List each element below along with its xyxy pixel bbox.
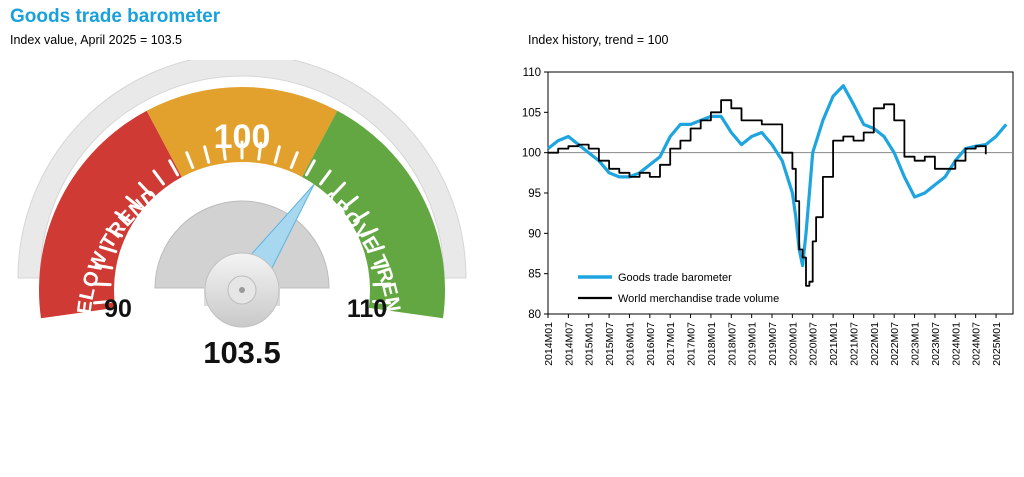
gauge-tick — [257, 141, 263, 161]
gauge-band-below — [39, 110, 182, 319]
x-tick-label: 2017M07 — [686, 322, 698, 366]
x-tick-label: 2023M01 — [910, 322, 922, 366]
x-tick-label: 2019M01 — [747, 322, 759, 366]
gauge: BELOW TREND ABOVE TREND 100 90 110 103.5 — [17, 60, 467, 370]
gauge-tick — [289, 151, 299, 170]
x-tick-label: 2022M01 — [869, 322, 881, 366]
x-tick-label: 2018M01 — [706, 322, 718, 366]
gauge-tick — [331, 181, 347, 197]
page-title: Goods trade barometer — [10, 6, 221, 27]
gauge-tick — [185, 151, 195, 170]
x-tick-label: 2021M01 — [828, 322, 840, 366]
x-tick-label: 2023M07 — [930, 322, 942, 366]
x-tick-label: 2016M07 — [645, 322, 657, 366]
gauge-rim — [17, 60, 467, 279]
gauge-tick — [168, 159, 180, 177]
gauge-tick — [152, 169, 165, 186]
gauge-max-label: 110 — [347, 295, 387, 323]
gauge-hub-pin — [239, 287, 245, 293]
gauge-tick — [94, 263, 114, 270]
y-tick-label: 90 — [528, 228, 541, 240]
gauge-tick — [105, 227, 124, 238]
gauge-tick — [372, 282, 392, 287]
x-tick-label: 2014M07 — [563, 322, 575, 366]
gauge-tick — [319, 169, 332, 186]
y-tick-label: 110 — [523, 67, 541, 79]
gauge-ticks — [92, 140, 392, 305]
x-tick-label: 2014M01 — [543, 322, 555, 366]
x-tick-label: 2025M01 — [991, 322, 1003, 366]
chart-title: Index history, trend = 100 — [528, 33, 669, 47]
series-line-trade-volume — [548, 99, 987, 287]
gauge-tick — [343, 195, 359, 209]
gauge-tick — [273, 145, 281, 164]
gauge-tick — [98, 245, 118, 254]
gauge-tick — [114, 211, 131, 223]
gauge-tick — [366, 245, 386, 254]
gauge-tick — [360, 227, 379, 238]
gauge-tick — [370, 263, 390, 270]
x-tick-label: 2018M07 — [726, 322, 738, 366]
gauge-band-trend — [146, 87, 338, 177]
gauge-tick — [92, 282, 112, 287]
x-tick-label: 2024M01 — [950, 322, 962, 366]
y-axis: 80 85 90 95 100 105 110 — [522, 67, 548, 321]
gauge-tick — [93, 300, 113, 305]
x-tick-label: 2015M01 — [584, 322, 596, 366]
x-axis: 2014M01 2014M07 2015M01 2015M07 2016M01 2016M… — [543, 314, 1003, 366]
gauge-tick — [203, 145, 211, 164]
legend-label-barometer: Goods trade barometer — [618, 272, 732, 284]
y-tick-label: 100 — [522, 148, 541, 160]
y-tick-label: 95 — [528, 188, 541, 200]
gauge-tick — [125, 195, 141, 209]
x-tick-label: 2021M07 — [848, 322, 860, 366]
gauge-tick — [353, 211, 370, 223]
x-tick-label: 2020M07 — [808, 322, 820, 366]
gauge-tick — [304, 159, 316, 177]
gauge-subtitle: Index value, April 2025 = 103.5 — [10, 33, 183, 47]
x-tick-label: 2017M01 — [665, 322, 677, 366]
x-tick-label: 2019M07 — [767, 322, 779, 366]
gauge-tick — [371, 300, 391, 305]
gauge-min-label: 90 — [104, 295, 132, 323]
x-tick-label: 2020M01 — [787, 322, 799, 366]
x-tick-label: 2016M01 — [624, 322, 636, 366]
x-tick-label: 2015M07 — [604, 322, 616, 366]
x-tick-label: 2022M07 — [889, 322, 901, 366]
center-trend-label: 100 — [214, 118, 271, 156]
y-tick-label: 85 — [528, 269, 541, 281]
gauge-band-above — [302, 110, 445, 319]
x-tick-label: 2024M07 — [971, 322, 983, 366]
gauge-tick — [137, 181, 153, 197]
gauge-bands — [39, 87, 445, 319]
series-line-barometer — [547, 84, 1008, 268]
y-tick-label: 105 — [522, 107, 541, 119]
series-lines — [547, 84, 1008, 287]
legend: Goods trade barometer World merchandise … — [578, 272, 779, 305]
gauge-value-label: 103.5 — [203, 335, 281, 370]
y-tick-label: 80 — [528, 309, 541, 321]
gauge-tick — [221, 141, 227, 161]
legend-label-trade-volume: World merchandise trade volume — [618, 293, 779, 305]
